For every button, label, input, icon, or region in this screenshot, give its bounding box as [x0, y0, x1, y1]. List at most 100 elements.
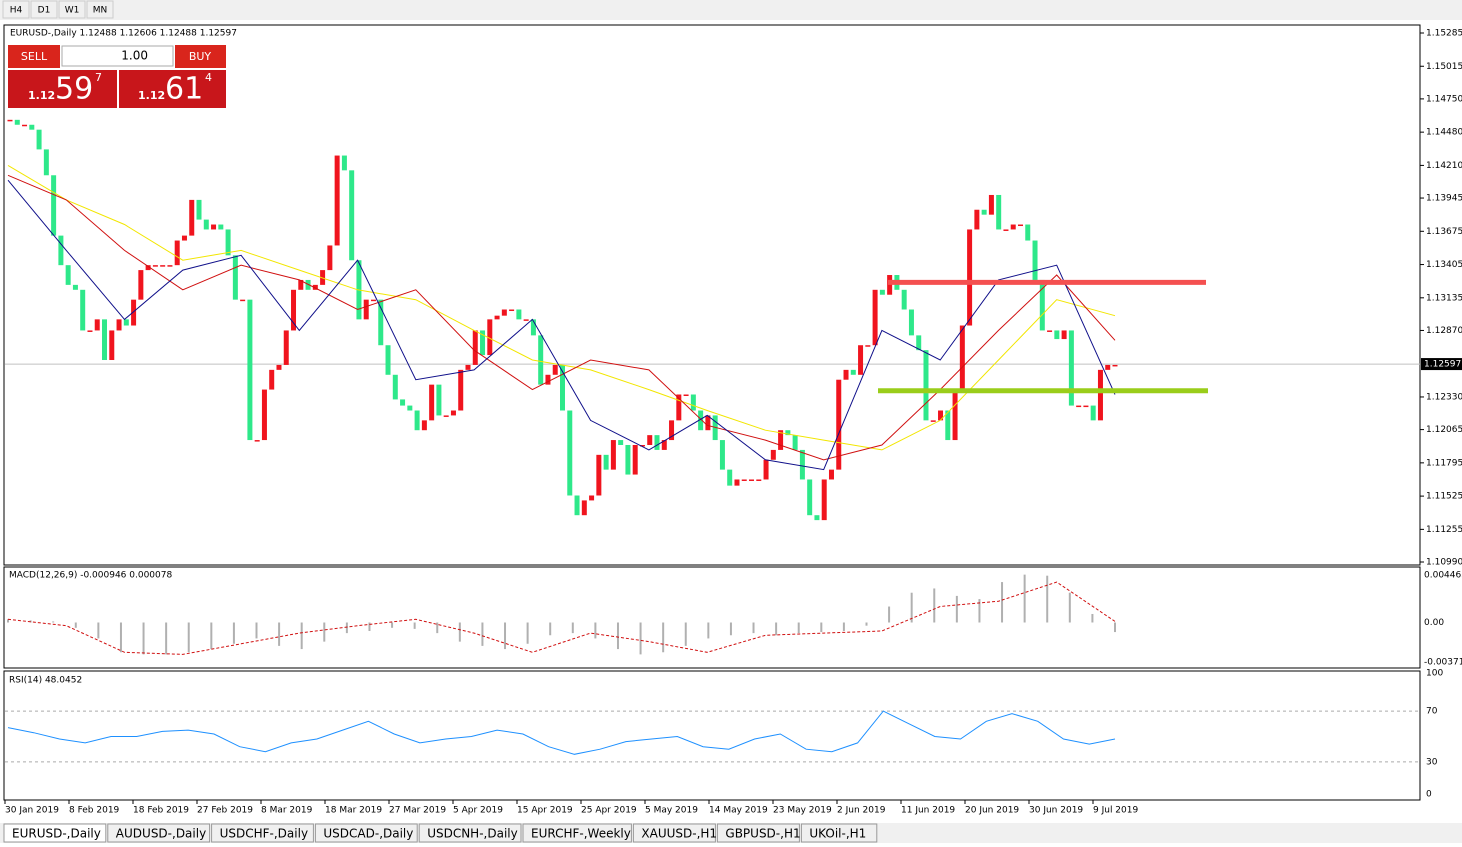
- candle: [51, 175, 57, 236]
- timeframe-button[interactable]: [2, 0, 30, 19]
- candle: [1003, 229, 1009, 231]
- date-label: 27 Feb 2019: [197, 806, 253, 816]
- current-price-label: 1.12597: [1424, 360, 1461, 370]
- chart-tab[interactable]: [3, 823, 107, 843]
- timeframe-button[interactable]: [58, 0, 86, 19]
- timeframe-label: H4: [10, 6, 23, 16]
- candle: [1039, 279, 1045, 331]
- candle: [1032, 240, 1038, 280]
- lot-input[interactable]: [61, 45, 174, 67]
- candle: [618, 440, 624, 445]
- candle: [727, 469, 733, 486]
- chart-tab-label: USDCAD-,Daily: [323, 827, 413, 841]
- date-label: 30 Jan 2019: [5, 806, 59, 816]
- candle: [836, 379, 842, 470]
- candle: [341, 155, 347, 171]
- chart-header: EURUSD-,Daily 1.12488 1.12606 1.12488 1.…: [10, 29, 237, 39]
- price-label: 1.12330: [1426, 392, 1462, 402]
- candle: [981, 209, 987, 215]
- chart-tab[interactable]: [522, 823, 632, 843]
- date-label: 9 Jul 2019: [1093, 806, 1138, 816]
- candle: [639, 444, 645, 447]
- price-label: 1.13675: [1426, 227, 1462, 237]
- date-label: 15 Apr 2019: [517, 806, 573, 816]
- candle: [312, 284, 318, 290]
- candle: [647, 435, 653, 445]
- price-label: 1.13135: [1426, 293, 1462, 303]
- chart-tab[interactable]: [314, 823, 418, 843]
- candle: [698, 410, 704, 431]
- chart-tab[interactable]: [800, 823, 878, 843]
- candle: [472, 330, 478, 365]
- candle: [276, 364, 282, 370]
- candle: [530, 319, 536, 336]
- timeframe-label: MN: [93, 6, 108, 16]
- chart-tab[interactable]: [107, 823, 211, 843]
- candle: [225, 229, 231, 256]
- candle: [974, 209, 980, 230]
- chart-tab-label: GBPUSD-,H1: [725, 827, 800, 841]
- price-label: 1.14750: [1426, 94, 1462, 104]
- chart-tab[interactable]: [716, 823, 800, 843]
- candle: [560, 364, 565, 411]
- sell-price-prefix: 1.12: [28, 89, 55, 102]
- candle: [865, 345, 871, 347]
- chart-tab-label: AUDUSD-,Daily: [116, 827, 206, 841]
- candle: [131, 299, 137, 326]
- timeframe-label: D1: [38, 6, 51, 16]
- date-label: 5 May 2019: [645, 806, 698, 816]
- candle: [719, 440, 725, 470]
- candle: [945, 410, 951, 441]
- candle: [952, 389, 958, 441]
- candle: [1076, 405, 1082, 408]
- chart-tab-label: USDCHF-,Daily: [220, 827, 308, 841]
- candle: [385, 345, 391, 375]
- candle: [552, 364, 558, 375]
- price-label: 1.11525: [1426, 492, 1462, 502]
- candle: [741, 479, 747, 481]
- rsi-axis-label: 0: [1426, 790, 1432, 800]
- candle: [683, 394, 689, 396]
- candle: [756, 479, 762, 481]
- candle: [327, 245, 333, 271]
- candle: [843, 369, 849, 380]
- candle: [160, 265, 166, 267]
- date-label: 18 Feb 2019: [133, 806, 189, 816]
- candle: [7, 119, 13, 122]
- sell-button[interactable]: [8, 45, 60, 68]
- sell-price-box[interactable]: [8, 70, 117, 108]
- candle: [283, 330, 289, 365]
- ma-red: [7, 174, 1116, 461]
- buy-label: BUY: [189, 50, 212, 63]
- candle: [109, 330, 115, 361]
- price-label: 1.10990: [1426, 558, 1462, 568]
- timeframe-button[interactable]: [86, 0, 114, 19]
- date-label: 14 May 2019: [709, 806, 768, 816]
- chart-tab[interactable]: [632, 823, 716, 843]
- candle: [240, 299, 246, 302]
- candle: [72, 284, 78, 290]
- chart-tab[interactable]: [211, 823, 314, 843]
- candle: [465, 364, 471, 370]
- candle: [749, 479, 755, 481]
- candle: [603, 454, 609, 470]
- candle: [501, 309, 507, 316]
- candle: [429, 384, 435, 421]
- chart-tab[interactable]: [418, 823, 522, 843]
- candle: [436, 384, 442, 416]
- candle: [1010, 224, 1016, 230]
- rsi-axis-label: 70: [1426, 707, 1438, 717]
- candle: [80, 289, 86, 331]
- macd-axis-label: 0.004465: [1424, 571, 1462, 581]
- candle: [807, 479, 813, 516]
- candle: [174, 240, 180, 266]
- date-label: 2 Jun 2019: [837, 806, 886, 816]
- buy-price-box[interactable]: [119, 70, 226, 108]
- timeframe-button[interactable]: [30, 0, 58, 19]
- candle: [218, 224, 224, 230]
- candle: [458, 369, 464, 411]
- price-label: 1.12870: [1426, 326, 1462, 336]
- buy-button[interactable]: [175, 45, 226, 68]
- candle: [589, 495, 595, 501]
